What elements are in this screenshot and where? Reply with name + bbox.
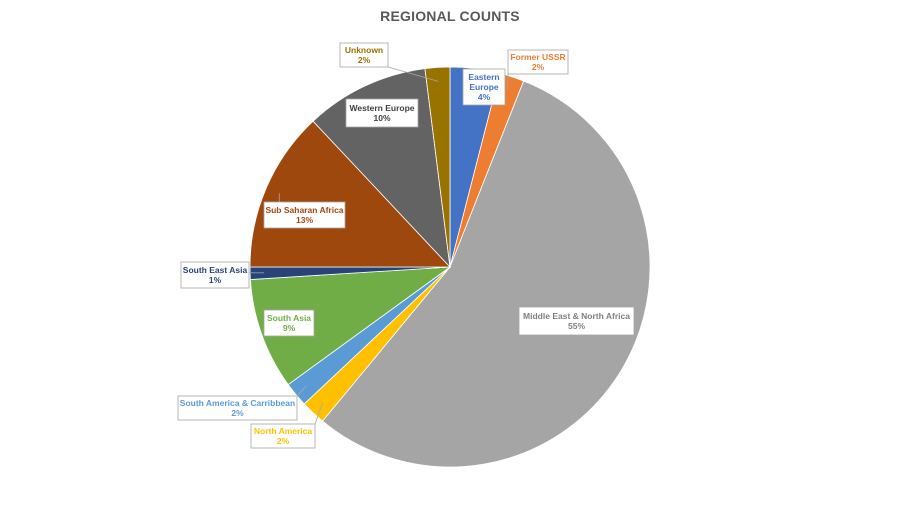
callout-value-label: 9% xyxy=(283,323,296,333)
callout-value-label: 4% xyxy=(478,92,491,102)
callout-value-label: 2% xyxy=(358,55,371,65)
pie-slice-middle-east-north-africa xyxy=(321,80,651,468)
callout-category-label: South East Asia xyxy=(183,265,248,275)
callout-box xyxy=(507,49,569,75)
callout-category-label: Eastern xyxy=(468,72,499,82)
callout-box xyxy=(180,261,250,289)
callout-category-label: Western Europe xyxy=(349,103,414,113)
callout-category-label: South Asia xyxy=(267,313,311,323)
callout-category-label: Europe xyxy=(469,82,499,92)
callout-category-label: North America xyxy=(254,426,313,436)
callout-leader xyxy=(507,73,509,91)
callout-category-label: Former USSR xyxy=(510,52,565,62)
callout-category-label: South America & Carribbean xyxy=(180,398,295,408)
callout-box xyxy=(263,201,346,229)
callout-value-label: 55% xyxy=(568,321,585,331)
callout-value-label: 2% xyxy=(532,62,545,72)
callout-box xyxy=(177,395,298,421)
callout-box xyxy=(250,423,316,449)
callout-leader xyxy=(296,385,307,397)
callout-box xyxy=(462,68,506,106)
pie-slice-sub-saharan-africa xyxy=(249,120,451,268)
callout-box xyxy=(339,42,389,68)
callout-leader xyxy=(387,66,439,82)
callout-category-label: Sub Saharan Africa xyxy=(265,205,343,215)
callout-box xyxy=(345,98,419,128)
callout-value-label: 13% xyxy=(296,215,313,225)
callout-value-label: 1% xyxy=(209,275,222,285)
pie-slice-south-asia xyxy=(249,266,452,386)
callout-box xyxy=(518,306,635,336)
pie-slice-unknown xyxy=(424,66,451,268)
callout-value-label: 2% xyxy=(277,436,290,446)
callout-category-label: Middle East & North Africa xyxy=(523,311,630,321)
callout-box xyxy=(263,309,315,337)
chart-title: REGIONAL COUNTS xyxy=(380,8,520,24)
callout-value-label: 10% xyxy=(373,113,390,123)
callout-category-label: Unknown xyxy=(345,45,383,55)
callout-value-label: 2% xyxy=(231,408,244,418)
callout-leader xyxy=(314,402,324,425)
